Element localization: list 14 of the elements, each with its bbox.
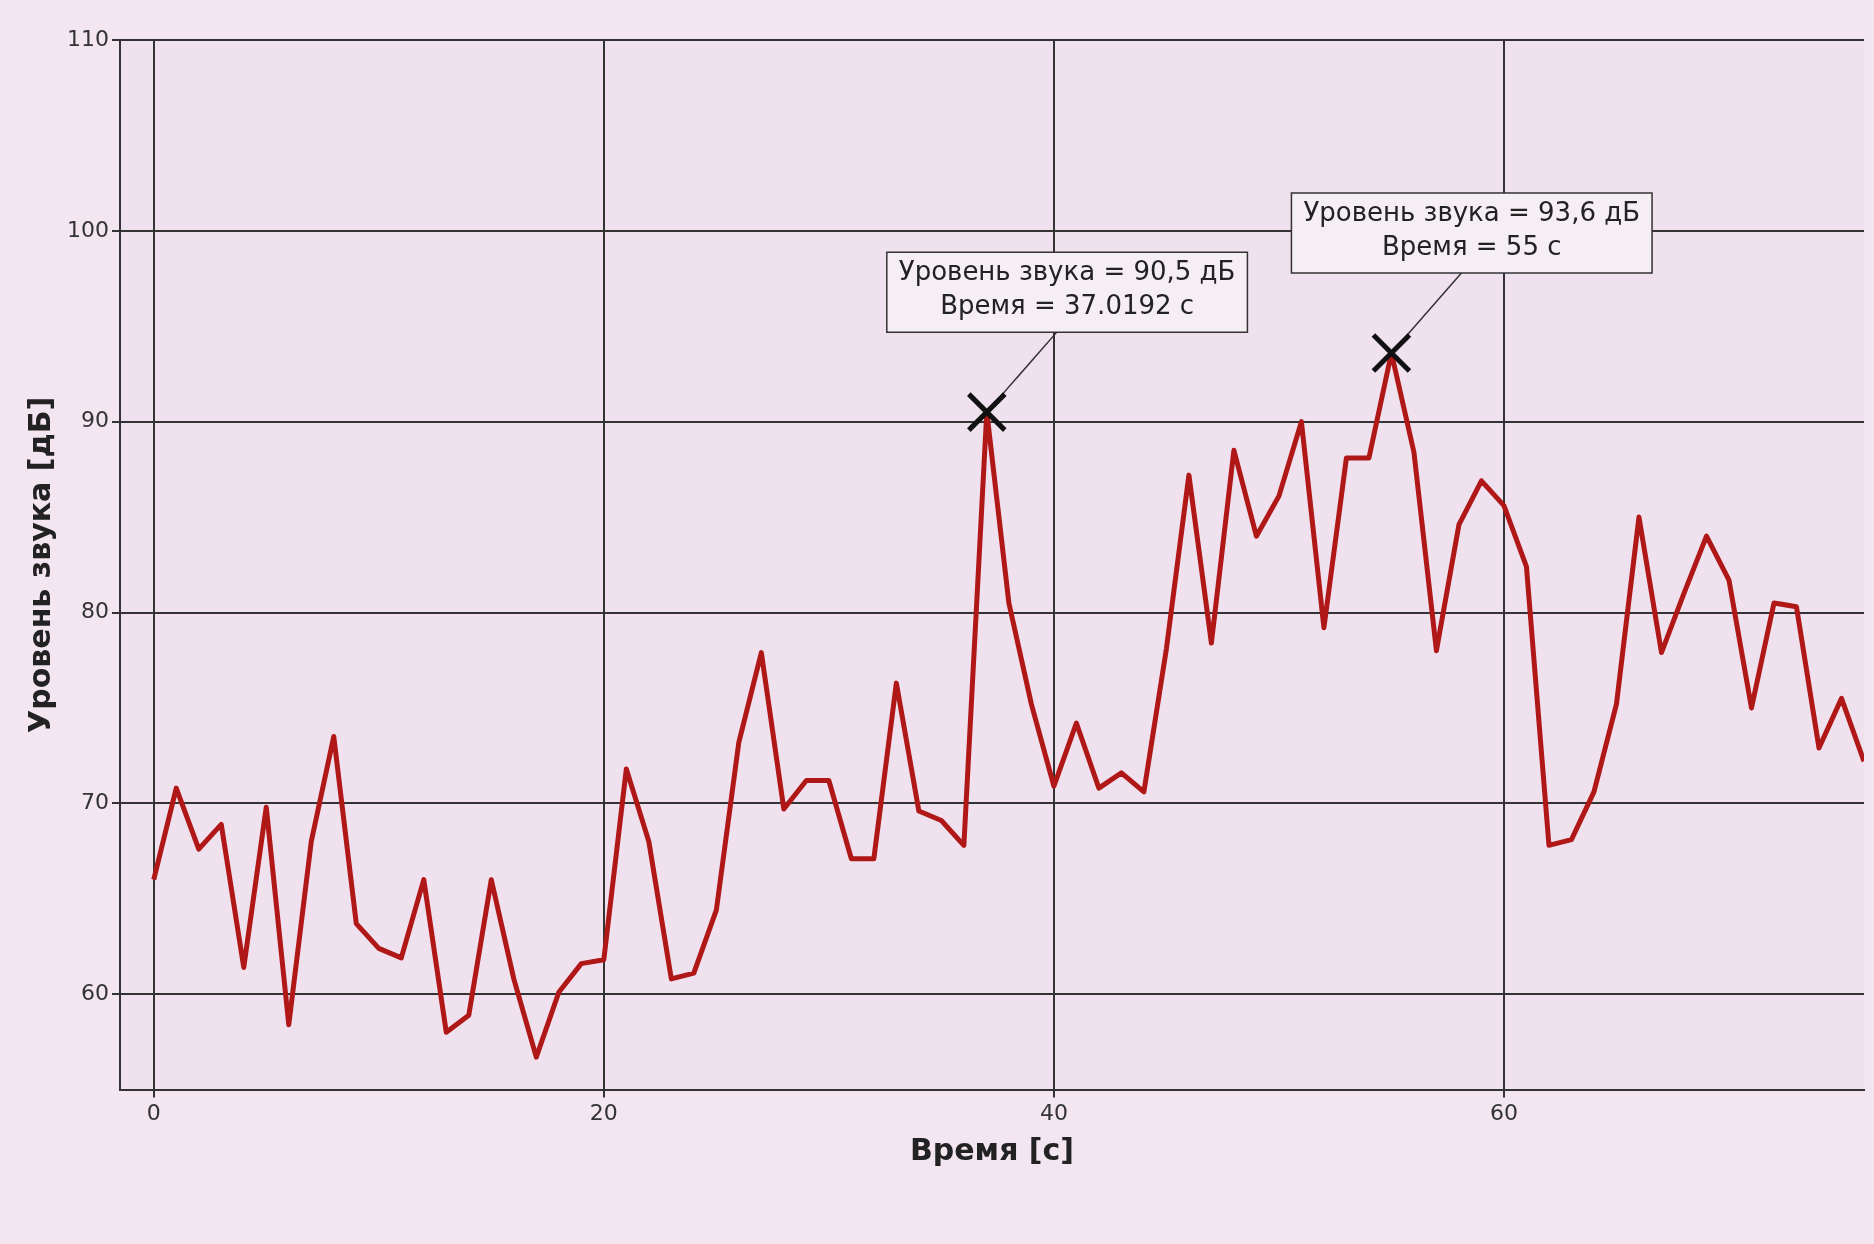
y-axis-title: Уровень звука [дБ]	[21, 396, 57, 733]
x-tick-label: 60	[1489, 1099, 1518, 1125]
x-tick-label: 40	[1039, 1099, 1068, 1125]
x-tick-label: 0	[146, 1099, 161, 1125]
y-tick-label: 100	[66, 216, 109, 242]
annotation: Уровень звука = 90,5 дБ Время = 37.0192 с	[898, 255, 1236, 320]
x-tick-label: 20	[589, 1099, 618, 1125]
y-tick-label: 90	[80, 407, 109, 433]
y-tick-label: 80	[80, 598, 109, 624]
y-tick-label: 70	[80, 789, 109, 815]
annotation: Уровень звука = 93,6 дБ Время = 55 с	[1303, 196, 1641, 261]
y-tick-label: 110	[66, 25, 109, 51]
y-tick-label: 60	[80, 979, 109, 1005]
x-axis-title: Время [с]	[909, 1131, 1075, 1167]
